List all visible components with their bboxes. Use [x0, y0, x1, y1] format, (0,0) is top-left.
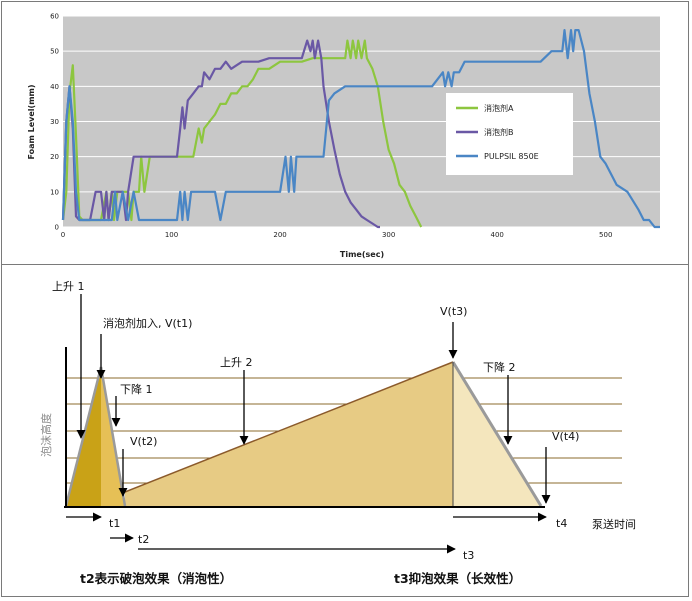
caption-left: t2表示破泡效果（消泡性）: [80, 571, 232, 586]
t2-label: t2: [138, 533, 149, 546]
y-axis-label: Foam Level(mm): [27, 84, 36, 159]
foam-height-axis-label: 泡沫高度: [39, 413, 53, 457]
legend: 消泡剂A 消泡剂B PULPSIL 850E: [456, 103, 539, 161]
legend-box: [446, 93, 573, 175]
y-tick-10: 10: [50, 188, 59, 196]
fall1-edge: [99, 366, 127, 507]
x-tick-300: 300: [382, 231, 395, 239]
t3-label: t3: [463, 549, 474, 562]
series-line-0: [61, 39, 423, 228]
t4-label: t4: [556, 517, 567, 530]
add-agent-label: 消泡剂加入, V(t1): [103, 316, 192, 330]
legend-label-2: PULPSIL 850E: [484, 152, 539, 161]
annotation-arrows: [66, 294, 551, 554]
region-t3: [125, 362, 453, 506]
legend-label-1: 消泡剂B: [484, 127, 514, 137]
caption-right: t3抑泡效果（长效性）: [394, 571, 521, 586]
x-tick-100: 100: [165, 231, 178, 239]
x-tick-400: 400: [490, 231, 503, 239]
fall2-edge: [451, 361, 543, 507]
y-ticks: 0 10 20 30 40 50 60: [50, 13, 59, 232]
rise2-edge: [124, 361, 454, 493]
x-tick-200: 200: [273, 231, 286, 239]
y-tick-60: 60: [50, 13, 59, 21]
y-tick-30: 30: [50, 118, 59, 126]
series-line-1: [61, 39, 380, 229]
vt4-label: V(t4): [552, 430, 579, 443]
t1-label: t1: [109, 517, 120, 530]
vt2-label: V(t2): [130, 435, 157, 448]
series-line-2: [61, 29, 660, 229]
x-ticks: 0 100 200 300 400 500: [61, 231, 613, 239]
y-tick-40: 40: [50, 83, 59, 91]
fall1-label: 下降 1: [120, 382, 153, 396]
legend-label-0: 消泡剂A: [484, 103, 514, 113]
vt3-label: V(t3): [440, 305, 467, 318]
rise1-label: 上升 1: [52, 280, 85, 293]
y-tick-20: 20: [50, 153, 59, 161]
x-tick-500: 500: [599, 231, 612, 239]
rise2-label: 上升 2: [220, 356, 253, 369]
y-tick-0: 0: [55, 224, 59, 232]
fall2-label: 下降 2: [483, 360, 516, 374]
panel-divider: [1, 264, 689, 265]
x-axis-label: Time(sec): [340, 250, 384, 259]
x-tick-0: 0: [61, 231, 65, 239]
series-lines: [61, 29, 660, 229]
pumping-time-axis-label: 泵送时间: [592, 517, 636, 531]
y-tick-50: 50: [50, 48, 59, 56]
